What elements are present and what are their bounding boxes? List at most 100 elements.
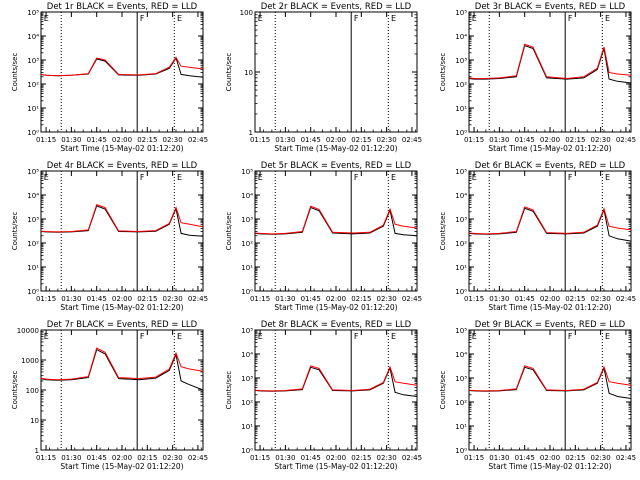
x-tick-label: 01:15 [464, 454, 484, 462]
marker-letter: F [354, 14, 359, 23]
y-axis-label: Counts/sec [11, 212, 19, 251]
y-axis-label: Counts/sec [225, 53, 233, 92]
series-lld-line [40, 347, 204, 381]
x-axis-label: Start Time (15-May-02 01:12:20) [488, 462, 611, 471]
series-events-line [468, 44, 632, 84]
x-tick-label: 01:15 [36, 454, 56, 462]
y-tick-label: 10⁰ [455, 288, 467, 296]
x-tick-label: 02:00 [326, 295, 346, 303]
y-tick-label: 10² [241, 240, 253, 248]
x-tick-label: 02:30 [163, 295, 183, 303]
marker-letter: E [258, 173, 263, 182]
chart-panel-1: Det 1r BLACK = Events, RED = LLD 10⁰ 10¹ 10… [11, 2, 208, 153]
chart-panel-5: Det 5r BLACK = Events, RED = LLD 10⁰ 10¹ 10… [225, 161, 422, 312]
y-tick-label: 10⁴ [455, 33, 467, 41]
series-lld-line [468, 43, 632, 80]
marker-letter: E [605, 173, 610, 182]
x-tick-label: 01:45 [87, 454, 107, 462]
x-tick-label: 02:15 [351, 454, 371, 462]
y-tick-label: 10⁰ [27, 129, 39, 137]
x-tick-label: 02:30 [591, 295, 611, 303]
x-tick-label: 02:45 [616, 136, 636, 144]
x-tick-label: 01:30 [61, 454, 81, 462]
x-tick-label: 02:30 [163, 136, 183, 144]
marker-letter: E [472, 173, 477, 182]
y-tick-label: 1 [35, 447, 39, 455]
marker-letter: E [391, 332, 396, 341]
x-tick-label: 02:00 [112, 454, 132, 462]
chart-panel-2: Det 2r BLACK = Events, RED = LLD 1 10 100 Co… [225, 2, 422, 153]
chart-title: Det 9r BLACK = Events, RED = LLD [475, 320, 626, 330]
series-lld-line [468, 365, 632, 392]
x-axis-label: Start Time (15-May-02 01:12:20) [274, 303, 397, 312]
x-tick-label: 01:15 [250, 454, 270, 462]
y-axis-label: Counts/sec [439, 371, 447, 410]
y-tick-label: 10⁵ [27, 9, 39, 17]
marker-letter: F [140, 14, 145, 23]
x-axis-label: Start Time (15-May-02 01:12:20) [60, 462, 183, 471]
marker-letter: F [354, 173, 359, 182]
y-tick-label: 10⁰ [241, 288, 253, 296]
x-axis-label: Start Time (15-May-02 01:12:20) [274, 144, 397, 153]
marker-letter: F [140, 332, 145, 341]
chart-panel-8: Det 8r BLACK = Events, RED = LLD 10⁰ 10¹ 10… [225, 320, 422, 471]
series-lld-line [40, 56, 204, 77]
chart-panel-4: Det 4r BLACK = Events, RED = LLD 10⁰ 10¹ 10… [11, 161, 208, 312]
x-tick-label: 01:15 [36, 295, 56, 303]
chart-panel-6: Det 6r BLACK = Events, RED = LLD 10⁰ 10¹ 10… [439, 161, 636, 312]
x-tick-label: 02:15 [565, 136, 585, 144]
marker-letter: E [605, 332, 610, 341]
y-tick-label: 10¹ [455, 423, 467, 431]
series-lld-line [254, 205, 418, 235]
x-axis-label: Start Time (15-May-02 01:12:20) [488, 144, 611, 153]
y-tick-label: 10³ [241, 216, 253, 224]
x-axis-label: Start Time (15-May-02 01:12:20) [60, 144, 183, 153]
chart-title: Det 1r BLACK = Events, RED = LLD [47, 2, 198, 12]
x-tick-label: 01:30 [61, 136, 81, 144]
y-tick-label: 10 [30, 417, 39, 425]
x-tick-label: 02:00 [540, 136, 560, 144]
x-tick-label: 01:30 [489, 295, 509, 303]
x-tick-label: 01:45 [515, 295, 535, 303]
x-tick-label: 01:15 [250, 295, 270, 303]
plot-frame [468, 11, 632, 133]
y-axis-label: Counts/sec [225, 212, 233, 251]
x-tick-label: 02:15 [351, 295, 371, 303]
y-tick-label: 10¹ [455, 264, 467, 272]
y-tick-label: 10⁵ [241, 327, 253, 335]
marker-letter: F [568, 332, 573, 341]
y-tick-label: 10⁰ [27, 288, 39, 296]
y-tick-label: 10 [244, 69, 253, 77]
chart-panel-7: Det 7r BLACK = Events, RED = LLD 1 10 100 10… [11, 320, 208, 471]
y-tick-label: 10¹ [27, 264, 39, 272]
x-tick-label: 02:15 [565, 295, 585, 303]
y-tick-label: 1 [249, 129, 253, 137]
y-tick-label: 10² [455, 399, 467, 407]
marker-letter: E [391, 14, 396, 23]
marker-letter: E [44, 14, 49, 23]
y-axis-label: Counts/sec [225, 371, 233, 410]
x-tick-label: 02:00 [112, 295, 132, 303]
series-events-line [468, 366, 632, 399]
y-axis-label: Counts/sec [439, 53, 447, 92]
x-tick-label: 02:30 [377, 136, 397, 144]
y-axis-label: Counts/sec [11, 53, 19, 92]
x-axis-label: Start Time (15-May-02 01:12:20) [274, 462, 397, 471]
x-tick-label: 02:45 [188, 136, 208, 144]
x-tick-label: 02:30 [377, 295, 397, 303]
x-tick-label: 02:45 [616, 454, 636, 462]
chart-title: Det 4r BLACK = Events, RED = LLD [47, 161, 198, 171]
marker-letter: F [568, 14, 573, 23]
x-tick-label: 02:45 [616, 295, 636, 303]
y-tick-label: 10³ [455, 375, 467, 383]
marker-letter: E [472, 332, 477, 341]
y-tick-label: 10² [455, 240, 467, 248]
y-tick-label: 10² [455, 81, 467, 89]
y-tick-label: 10³ [27, 216, 39, 224]
y-tick-label: 10⁰ [455, 447, 467, 455]
x-tick-label: 01:15 [464, 136, 484, 144]
y-tick-label: 10⁴ [27, 33, 39, 41]
y-tick-label: 10⁰ [455, 129, 467, 137]
x-tick-label: 02:45 [402, 454, 422, 462]
